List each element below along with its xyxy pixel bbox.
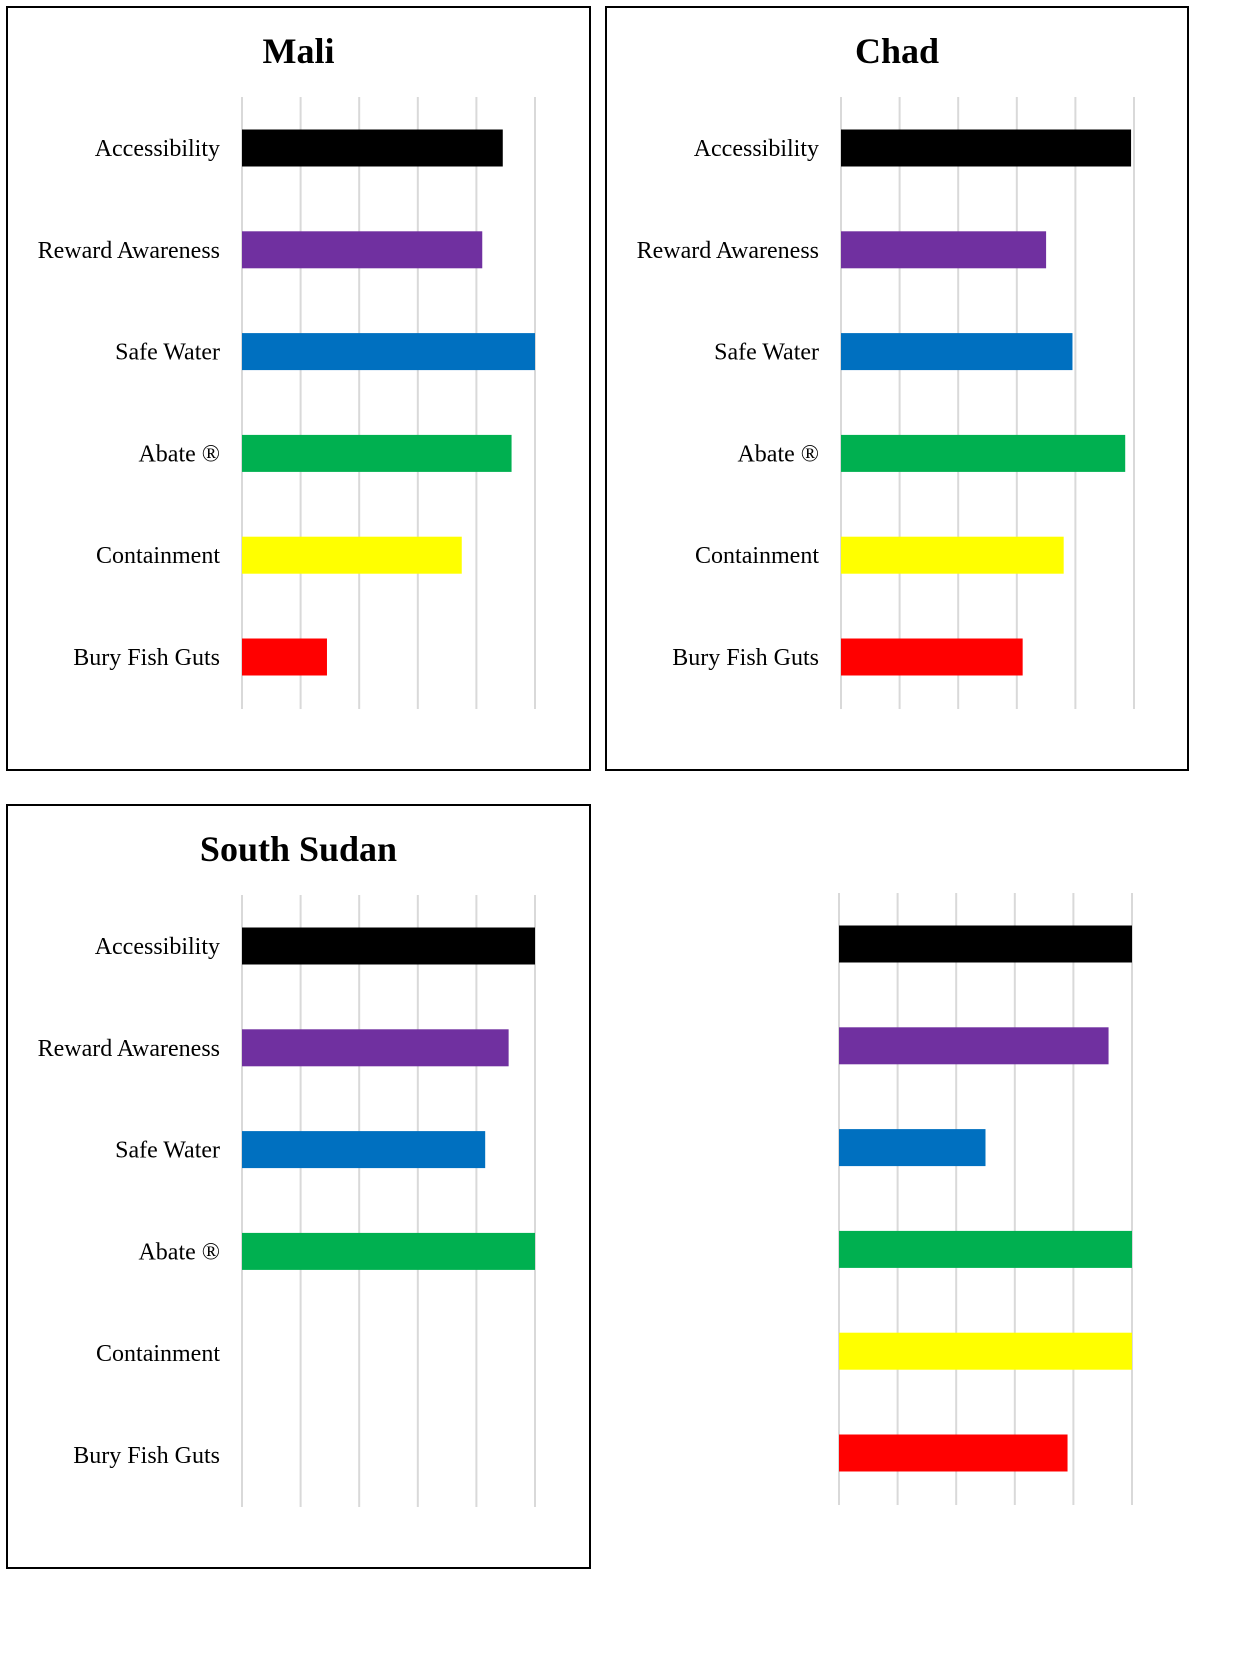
bar [841, 231, 1047, 269]
bar-chart: Accessibility Reward Awareness Safe Water A… [38, 97, 536, 709]
bar [242, 434, 512, 472]
category-label: Bury Fish Guts [73, 645, 220, 671]
category-label: Containment [96, 543, 220, 569]
category-label: Safe Water [115, 340, 220, 366]
bar [839, 1129, 986, 1167]
bar [242, 638, 327, 676]
category-label: Safe Water [115, 1138, 220, 1164]
chart-title: Mali [262, 31, 335, 71]
bar [242, 231, 483, 269]
bar [841, 434, 1126, 472]
category-label: Bury Fish Guts [73, 1443, 220, 1469]
chart-panel-south-sudan: South Sudan Accessibility Reward Awarenes… [6, 804, 591, 1569]
category-label: Containment [695, 543, 819, 569]
category-label: Bury Fish Guts [672, 645, 819, 671]
category-label: Abate ® [737, 441, 819, 467]
chart-panel-mali: Mali Accessibility Reward Awareness Safe W… [6, 6, 591, 771]
bar [242, 1232, 535, 1270]
bar [839, 1027, 1109, 1065]
bar [841, 129, 1132, 167]
bar-chart: Accessibility Reward Awareness Safe Water A… [38, 895, 536, 1507]
category-label: Safe Water [714, 340, 819, 366]
bar [839, 1434, 1068, 1472]
bar-chart: Accessibility Reward Awareness Safe Water A… [637, 97, 1135, 709]
bar [841, 536, 1064, 574]
category-label: Abate ® [138, 1239, 220, 1265]
bar [839, 925, 1132, 963]
chart-title: South Sudan [199, 829, 398, 869]
bar [841, 333, 1073, 371]
bar [839, 1230, 1132, 1268]
category-label: Accessibility [95, 934, 220, 960]
bar [242, 536, 462, 574]
category-label: Accessibility [694, 136, 819, 162]
category-label: Reward Awareness [38, 1036, 220, 1062]
chart-title: Chad [854, 31, 940, 71]
bar-chart [838, 893, 1133, 1505]
chart-panel-unlabeled [605, 804, 1189, 1569]
chart-panel-chad: Chad Accessibility Reward Awareness Safe W… [605, 6, 1189, 771]
category-label: Reward Awareness [637, 238, 819, 264]
category-label: Abate ® [138, 441, 220, 467]
bar [242, 1029, 509, 1067]
bar [242, 927, 535, 965]
category-label: Containment [96, 1341, 220, 1367]
bar [242, 333, 535, 371]
bar [242, 129, 503, 167]
bar [242, 1131, 486, 1169]
category-label: Accessibility [95, 136, 220, 162]
bar [841, 638, 1023, 676]
category-label: Reward Awareness [38, 238, 220, 264]
bar [839, 1332, 1132, 1370]
